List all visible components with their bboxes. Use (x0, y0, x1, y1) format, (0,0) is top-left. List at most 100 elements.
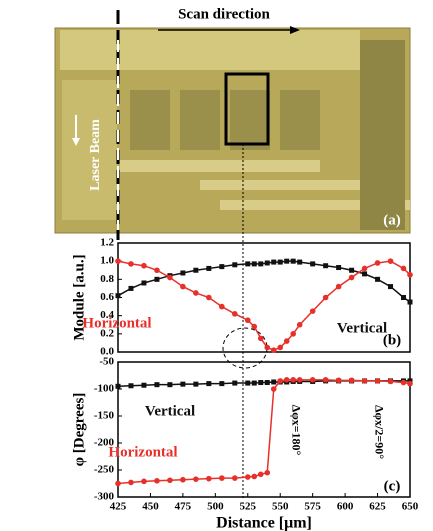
y-tick-label: -150 (94, 410, 115, 422)
marker (258, 380, 263, 385)
marker (336, 378, 342, 384)
y-tick-label: -100 (94, 383, 115, 395)
laser-beam-label: Laser Beam (88, 119, 103, 191)
series-label: Horizontal (108, 444, 177, 460)
marker (154, 267, 160, 273)
marker (167, 275, 173, 281)
x-tick-label: 475 (175, 501, 192, 513)
marker (193, 268, 198, 273)
y-tick-label: 0.8 (100, 273, 114, 285)
marker (362, 271, 367, 276)
marker (265, 260, 270, 265)
marker (180, 477, 186, 483)
marker (180, 284, 186, 290)
micrograph: Scan direction Laser Beam (a) (55, 6, 410, 240)
marker (232, 381, 237, 386)
x-tick-label: 450 (142, 501, 159, 513)
series-line (118, 380, 410, 484)
annotation: Δφx=180° (289, 405, 303, 456)
marker (264, 470, 270, 476)
marker (154, 277, 159, 282)
marker (323, 377, 329, 383)
marker (219, 304, 225, 310)
series-label: Vertical (337, 320, 387, 336)
marker (284, 377, 290, 383)
marker (349, 268, 354, 273)
marker (141, 263, 147, 269)
marker (128, 383, 133, 388)
marker (310, 377, 316, 383)
y-tick-label: 0.6 (100, 291, 114, 303)
marker (297, 260, 302, 265)
marker (115, 258, 121, 264)
marker (258, 472, 264, 478)
marker (154, 478, 160, 484)
marker (219, 475, 225, 481)
marker (128, 286, 133, 291)
marker (375, 260, 381, 266)
marker (167, 382, 172, 387)
marker (349, 275, 355, 281)
marker (388, 284, 393, 289)
marker (349, 378, 355, 384)
marker (245, 317, 251, 323)
marker (258, 336, 264, 342)
y-tick-label: 1.2 (100, 237, 114, 249)
marker (297, 322, 303, 328)
marker (291, 259, 296, 264)
marker (252, 261, 257, 266)
marker (407, 381, 413, 387)
marker (219, 264, 224, 269)
marker (206, 381, 211, 386)
marker (232, 262, 237, 267)
marker (141, 383, 146, 388)
panel-label: (a) (383, 212, 401, 228)
marker (141, 280, 146, 285)
marker (362, 378, 368, 384)
marker (258, 261, 263, 266)
y-axis-label: φ [Degrees] (71, 393, 87, 467)
marker (251, 324, 257, 330)
series-label: Vertical (145, 403, 195, 419)
marker (271, 379, 276, 384)
x-tick-label: 625 (369, 501, 386, 513)
marker (193, 382, 198, 387)
series-label: Horizontal (82, 315, 151, 331)
marker (362, 266, 368, 272)
marker (128, 261, 134, 267)
marker (116, 293, 121, 298)
marker (193, 290, 199, 296)
marker (252, 381, 257, 386)
marker (206, 476, 212, 482)
figure: Scan direction Laser Beam (a) 0.00.20.40… (0, 0, 433, 531)
x-tick-label: 600 (337, 501, 354, 513)
marker (290, 377, 296, 383)
marker (323, 263, 328, 268)
marker (167, 477, 173, 483)
marker (265, 380, 270, 385)
marker (180, 270, 185, 275)
marker (336, 284, 342, 290)
marker (401, 295, 406, 300)
marker (375, 378, 381, 384)
marker (375, 277, 380, 282)
y-tick-label: 1.0 (100, 255, 114, 267)
marker (271, 386, 277, 392)
marker (232, 475, 238, 481)
marker (245, 261, 250, 266)
marker (297, 377, 303, 383)
y-tick-label: -250 (94, 464, 115, 476)
marker (284, 259, 289, 264)
marker (128, 480, 134, 486)
marker (193, 476, 199, 482)
x-axis-label: Distance [μm] (216, 515, 312, 531)
marker (284, 338, 290, 344)
marker (388, 258, 394, 264)
marker (277, 378, 283, 384)
marker (154, 382, 159, 387)
marker (271, 347, 277, 353)
marker (401, 380, 407, 386)
marker (264, 345, 270, 351)
marker (232, 311, 238, 317)
marker (388, 379, 394, 385)
